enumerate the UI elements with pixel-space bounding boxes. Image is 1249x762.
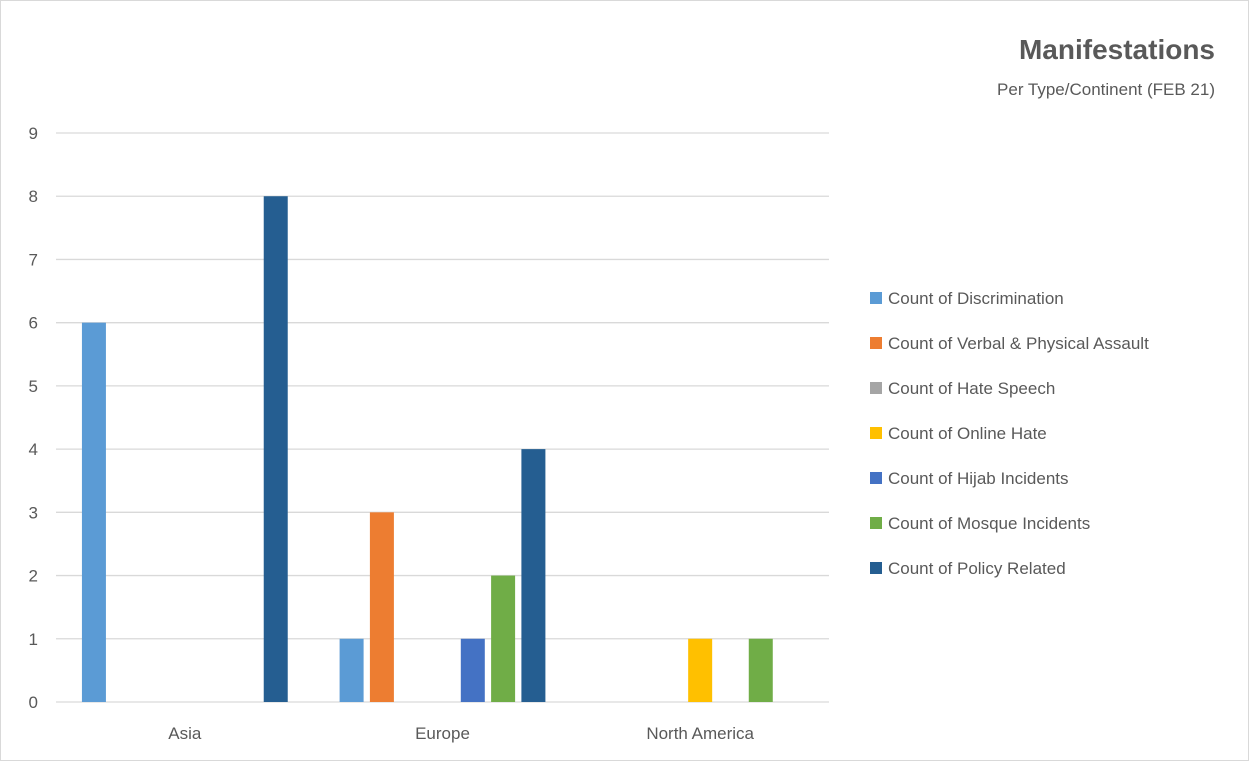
y-tick-label: 5 — [29, 377, 38, 396]
y-tick-label: 6 — [29, 314, 38, 333]
bar — [460, 638, 485, 702]
legend-item: Count of Discrimination — [870, 289, 1064, 308]
legend-swatch — [870, 292, 882, 304]
y-tick-label: 4 — [29, 440, 38, 459]
y-tick-label: 1 — [29, 630, 38, 649]
y-tick-label: 3 — [29, 503, 38, 522]
legend-label: Count of Hate Speech — [888, 379, 1055, 398]
gridlines — [56, 132, 829, 703]
bar — [491, 575, 516, 702]
y-tick-label: 2 — [29, 567, 38, 586]
y-tick-label: 0 — [29, 693, 38, 712]
legend-item: Count of Hate Speech — [870, 379, 1055, 398]
legend-item: Count of Hijab Incidents — [870, 469, 1069, 488]
legend-swatch — [870, 337, 882, 349]
legend-item: Count of Mosque Incidents — [870, 514, 1090, 533]
bar — [521, 449, 546, 702]
chart-subtitle: Per Type/Continent (FEB 21) — [997, 80, 1215, 99]
legend-swatch — [870, 472, 882, 484]
bar — [748, 638, 773, 702]
legend: Count of Discrimination Count of Verbal &… — [870, 289, 1149, 578]
bar — [369, 512, 394, 702]
y-tick-label: 9 — [29, 124, 38, 143]
legend-swatch — [870, 517, 882, 529]
legend-item: Count of Verbal & Physical Assault — [870, 334, 1149, 353]
bar — [688, 638, 713, 702]
legend-label: Count of Policy Related — [888, 559, 1066, 578]
y-tick-label: 8 — [29, 187, 38, 206]
bar — [81, 322, 106, 702]
legend-label: Count of Mosque Incidents — [888, 514, 1090, 533]
x-axis-ticks: Asia Europe North America — [168, 724, 754, 743]
legend-label: Count of Discrimination — [888, 289, 1064, 308]
y-tick-label: 7 — [29, 250, 38, 269]
legend-item: Count of Online Hate — [870, 424, 1047, 443]
legend-item: Count of Policy Related — [870, 559, 1066, 578]
legend-label: Count of Verbal & Physical Assault — [888, 334, 1149, 353]
bar — [339, 638, 364, 702]
x-tick-label: Asia — [168, 724, 202, 743]
bars — [81, 196, 773, 702]
y-axis-ticks: 0 1 2 3 4 5 6 7 8 9 — [29, 124, 38, 712]
bar — [263, 196, 288, 702]
legend-swatch — [870, 427, 882, 439]
legend-swatch — [870, 382, 882, 394]
x-tick-label: North America — [646, 724, 754, 743]
legend-swatch — [870, 562, 882, 574]
legend-label: Count of Online Hate — [888, 424, 1047, 443]
x-tick-label: Europe — [415, 724, 470, 743]
chart-title: Manifestations — [1019, 34, 1215, 65]
legend-label: Count of Hijab Incidents — [888, 469, 1069, 488]
